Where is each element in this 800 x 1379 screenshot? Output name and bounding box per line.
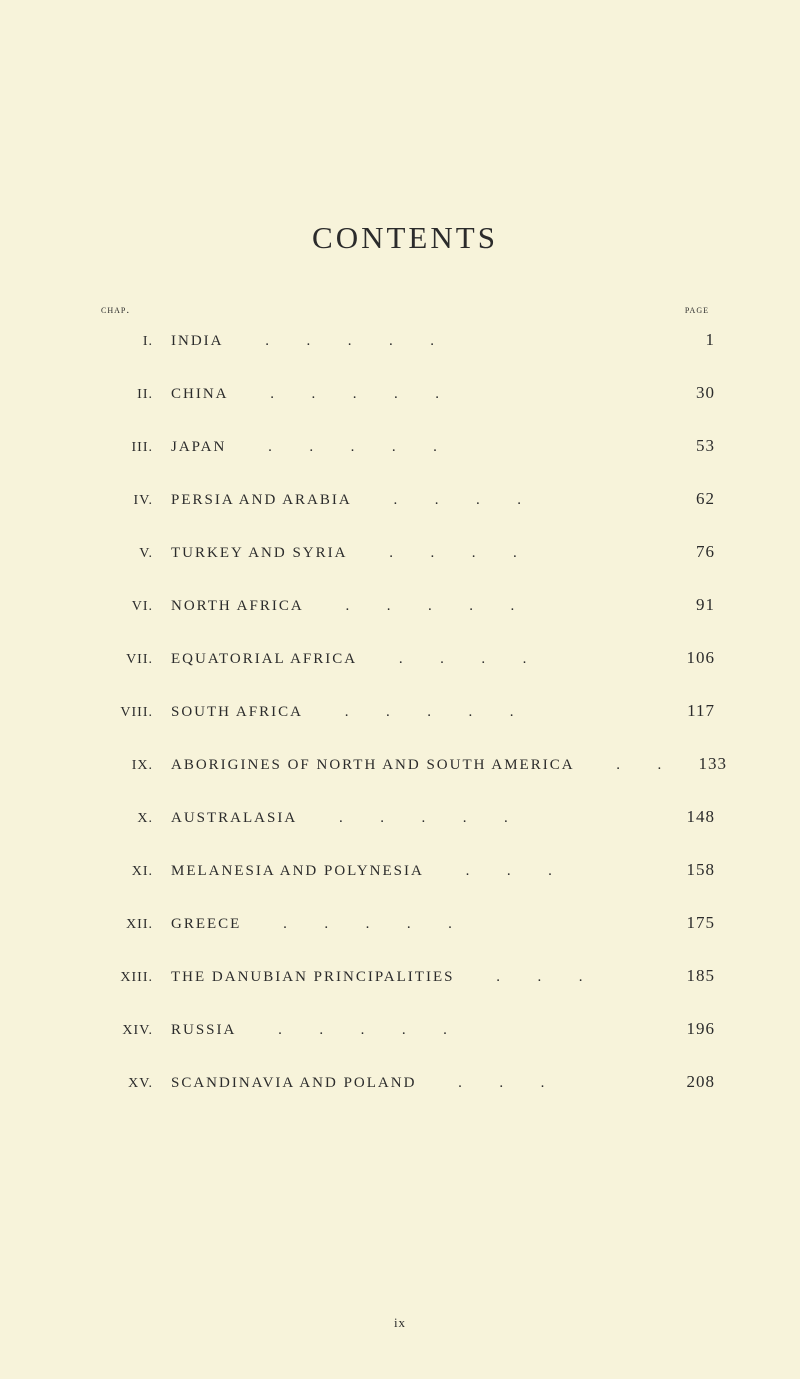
chapter-roman: XI. — [95, 864, 171, 880]
entry-line: PERSIA AND ARABIA . . . . 62 — [171, 489, 715, 509]
chapter-page: 158 — [661, 860, 715, 880]
entry-line: THE DANUBIAN PRINCIPALITIES . . . 185 — [171, 966, 715, 986]
toc-entry: V.TURKEY AND SYRIA . . . . 76 — [95, 542, 715, 562]
chapter-roman: VI. — [95, 599, 171, 615]
entry-line: MELANESIA AND POLYNESIA . . . 158 — [171, 860, 715, 880]
chapter-page: 30 — [661, 383, 715, 403]
entry-line: JAPAN . . . . . 53 — [171, 436, 715, 456]
entry-line: TURKEY AND SYRIA . . . . 76 — [171, 542, 715, 562]
chapter-page: 175 — [661, 913, 715, 933]
toc-entry: VII.EQUATORIAL AFRICA . . . . 106 — [95, 648, 715, 668]
chapter-title: THE DANUBIAN PRINCIPALITIES — [171, 969, 454, 986]
leader-dots: . . . . . — [305, 810, 653, 827]
chapter-title: AUSTRALASIA — [171, 810, 297, 827]
chapter-roman: II. — [95, 387, 171, 403]
leader-dots: . . . . . — [311, 704, 653, 721]
leader-dots: . . . — [462, 969, 653, 986]
entry-line: AUSTRALASIA . . . . . 148 — [171, 807, 715, 827]
leader-dots: . . . . . — [312, 598, 653, 615]
chapter-page: 106 — [661, 648, 715, 668]
chapter-roman: IX. — [95, 758, 171, 774]
toc-entry: VI.NORTH AFRICA . . . . . 91 — [95, 595, 715, 615]
chapter-page: 91 — [661, 595, 715, 615]
chapter-roman: I. — [95, 334, 171, 350]
chapter-roman: III. — [95, 440, 171, 456]
chapter-page: 208 — [661, 1072, 715, 1092]
chapter-page: 62 — [661, 489, 715, 509]
chapter-title: RUSSIA — [171, 1022, 236, 1039]
chapter-roman: XIII. — [95, 970, 171, 986]
chapter-title: EQUATORIAL AFRICA — [171, 651, 357, 668]
contents-page: CONTENTS chap. page I.INDIA . . . . . 1I… — [0, 0, 800, 1379]
entry-line: NORTH AFRICA . . . . . 91 — [171, 595, 715, 615]
leader-dots: . . . . — [355, 545, 653, 562]
chapter-roman: X. — [95, 811, 171, 827]
leader-dots: . . . . — [365, 651, 653, 668]
leader-dots: . . . . . — [237, 386, 654, 403]
chapter-roman: VII. — [95, 652, 171, 668]
column-headers: chap. page — [95, 304, 715, 316]
chapter-page: 148 — [661, 807, 715, 827]
chapter-roman: IV. — [95, 493, 171, 509]
leader-dots: . . . — [424, 1075, 653, 1092]
chapter-page: 133 — [673, 754, 727, 774]
entry-line: INDIA . . . . . 1 — [171, 330, 715, 350]
chapter-title: CHINA — [171, 386, 229, 403]
chapter-page: 76 — [661, 542, 715, 562]
chapter-page: 196 — [661, 1019, 715, 1039]
entry-line: CHINA . . . . . 30 — [171, 383, 715, 403]
toc-entry: IV.PERSIA AND ARABIA . . . . 62 — [95, 489, 715, 509]
entry-line: GREECE . . . . . 175 — [171, 913, 715, 933]
page-title: CONTENTS — [95, 220, 715, 256]
entry-line: RUSSIA . . . . . 196 — [171, 1019, 715, 1039]
toc-entry: XIII.THE DANUBIAN PRINCIPALITIES . . . 1… — [95, 966, 715, 986]
toc-entry: III.JAPAN . . . . . 53 — [95, 436, 715, 456]
entries-list: I.INDIA . . . . . 1 II.CHINA . . . . . 30… — [95, 330, 715, 1092]
entry-line: EQUATORIAL AFRICA . . . . 106 — [171, 648, 715, 668]
leader-dots: . . . . . — [234, 439, 653, 456]
chapter-title: SCANDINAVIA AND POLAND — [171, 1075, 416, 1092]
toc-entry: XI.MELANESIA AND POLYNESIA . . . 158 — [95, 860, 715, 880]
leader-dots: . . . . . — [249, 916, 653, 933]
chapter-title: SOUTH AFRICA — [171, 704, 303, 721]
chapter-title: GREECE — [171, 916, 241, 933]
chapter-title: INDIA — [171, 333, 224, 350]
toc-entry: X.AUSTRALASIA . . . . . 148 — [95, 807, 715, 827]
leader-dots: . . . . — [360, 492, 653, 509]
chapter-title: TURKEY AND SYRIA — [171, 545, 347, 562]
chapter-page: 1 — [661, 330, 715, 350]
page-header: page — [685, 304, 709, 316]
chapter-roman: V. — [95, 546, 171, 562]
chapter-title: ABORIGINES OF NORTH AND SOUTH AMERICA — [171, 757, 575, 774]
chapter-page: 53 — [661, 436, 715, 456]
leader-dots: . . . — [432, 863, 653, 880]
chapter-title: MELANESIA AND POLYNESIA — [171, 863, 424, 880]
leader-dots: . . . . . — [232, 333, 654, 350]
chapter-title: JAPAN — [171, 439, 226, 456]
toc-entry: I.INDIA . . . . . 1 — [95, 330, 715, 350]
leader-dots: . . — [583, 757, 666, 774]
toc-entry: XV.SCANDINAVIA AND POLAND . . . 208 — [95, 1072, 715, 1092]
entry-line: ABORIGINES OF NORTH AND SOUTH AMERICA . … — [171, 754, 727, 774]
entry-line: SOUTH AFRICA . . . . . 117 — [171, 701, 715, 721]
chapter-title: NORTH AFRICA — [171, 598, 304, 615]
chapter-page: 117 — [661, 701, 715, 721]
entry-line: SCANDINAVIA AND POLAND . . . 208 — [171, 1072, 715, 1092]
chapter-roman: VIII. — [95, 705, 171, 721]
toc-entry: XIV.RUSSIA . . . . . 196 — [95, 1019, 715, 1039]
toc-entry: II.CHINA . . . . . 30 — [95, 383, 715, 403]
page-number-roman: ix — [0, 1315, 800, 1331]
toc-entry: IX.ABORIGINES OF NORTH AND SOUTH AMERICA… — [95, 754, 715, 774]
chapter-page: 185 — [661, 966, 715, 986]
chapter-title: PERSIA AND ARABIA — [171, 492, 352, 509]
leader-dots: . . . . . — [244, 1022, 653, 1039]
chapter-roman: XIV. — [95, 1023, 171, 1039]
chapter-roman: XII. — [95, 917, 171, 933]
chap-header: chap. — [101, 304, 130, 316]
toc-entry: XII.GREECE . . . . . 175 — [95, 913, 715, 933]
chapter-roman: XV. — [95, 1076, 171, 1092]
toc-entry: VIII.SOUTH AFRICA . . . . . 117 — [95, 701, 715, 721]
